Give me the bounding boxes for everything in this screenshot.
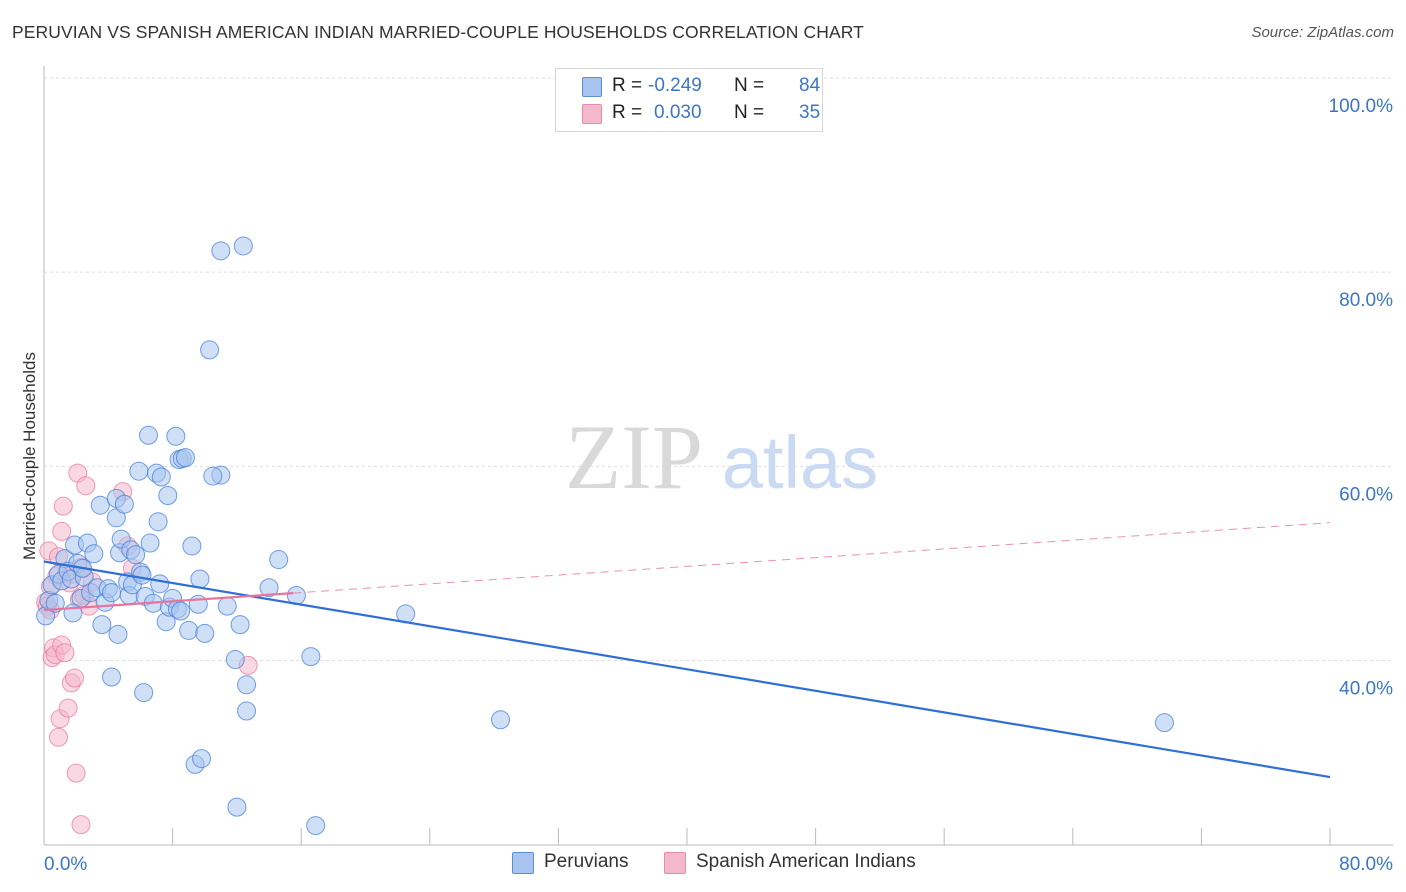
source-label: Source: ZipAtlas.com — [1251, 24, 1394, 41]
spanish-american-indians-point — [48, 727, 68, 747]
spanish-american-indians-point — [53, 496, 73, 516]
legend-swatch-peruvians — [582, 77, 602, 97]
peruvians-point — [237, 701, 257, 721]
peruvians-point — [301, 647, 321, 667]
y-tick-label: 80.0% — [1339, 290, 1393, 311]
peruvians-point — [108, 624, 128, 644]
peruvians-point — [259, 578, 279, 598]
peruvians-point — [227, 797, 247, 817]
peruvians-point — [148, 512, 168, 532]
trend-line-peruvians — [43, 560, 1331, 779]
trend-line-spanish-american-indians — [43, 592, 294, 612]
peruvians-point — [84, 544, 104, 564]
peruvians-point — [190, 569, 210, 589]
peruvians-point — [188, 594, 208, 614]
peruvians-point — [200, 340, 220, 360]
correlation-legend: R = -0.249 N = 84 R = 0.030 N = 35 — [555, 68, 823, 132]
peruvians-point — [140, 533, 160, 553]
spanish-american-indians-point — [58, 698, 78, 718]
spanish-american-indians-point — [52, 521, 72, 541]
watermark-atlas: atlas — [722, 421, 878, 504]
peruvians-point — [45, 593, 65, 613]
peruvians-point — [138, 425, 158, 445]
bottom-legend-swatch-spanish-american-indians — [664, 852, 686, 874]
y-tick-label: 100.0% — [1329, 96, 1394, 117]
peruvians-point — [269, 550, 289, 570]
bottom-legend-label: Peruvians — [544, 851, 629, 872]
legend-r-label: R = — [612, 102, 643, 123]
peruvians-point — [306, 816, 326, 836]
peruvians-point — [233, 236, 253, 256]
peruvians-point — [225, 650, 245, 670]
peruvians-point — [132, 565, 152, 585]
legend-n-label: N = — [734, 102, 765, 123]
peruvians-point — [203, 466, 223, 486]
gridlines — [44, 77, 1392, 662]
y-tick-label: 40.0% — [1339, 679, 1393, 700]
peruvians-point — [237, 675, 257, 695]
peruvians-point — [150, 574, 170, 594]
legend-r-value: -0.249 — [648, 75, 702, 96]
y-axis-title: Married-couple Households — [20, 352, 39, 560]
peruvians-point — [192, 749, 212, 769]
series-spanish-american-indians-points — [36, 463, 258, 835]
chart-title: PERUVIAN VS SPANISH AMERICAN INDIAN MARR… — [12, 22, 864, 42]
spanish-american-indians-point — [76, 476, 96, 496]
watermark-zip: ZIP — [565, 406, 703, 508]
watermark: ZIP atlas — [565, 406, 878, 508]
y-tick-label: 60.0% — [1339, 484, 1393, 505]
legend-n-value: 84 — [799, 75, 821, 96]
spanish-american-indians-point — [65, 668, 85, 688]
peruvians-point — [211, 241, 231, 261]
peruvians-point — [158, 485, 178, 505]
peruvians-point — [171, 601, 191, 621]
peruvians-point — [182, 536, 202, 556]
peruvians-point — [126, 545, 146, 565]
peruvians-point — [92, 615, 112, 635]
peruvians-point — [166, 426, 186, 446]
peruvians-point — [129, 461, 149, 481]
peruvians-point — [1154, 713, 1174, 733]
trend-line-spanish-american-indians-extension — [293, 522, 1331, 594]
spanish-american-indians-point — [55, 643, 75, 663]
spanish-american-indians-point — [66, 763, 86, 783]
peruvians-point — [175, 448, 195, 468]
legend-r-label: R = — [612, 75, 643, 96]
x-tick-label: 0.0% — [44, 854, 87, 875]
spanish-american-indians-point — [71, 815, 91, 835]
bottom-legend-label: Spanish American Indians — [696, 851, 916, 872]
peruvians-point — [179, 620, 199, 640]
trend-lines — [43, 522, 1331, 779]
peruvians-point — [230, 615, 250, 635]
peruvians-point — [90, 495, 110, 515]
x-tick-label: 80.0% — [1339, 854, 1393, 875]
bottom-legend-swatch-peruvians — [512, 852, 534, 874]
legend-n-value: 35 — [799, 102, 821, 123]
legend-r-value: 0.030 — [654, 102, 702, 123]
series-peruvians-points — [36, 236, 1174, 836]
peruvians-point — [134, 683, 154, 703]
peruvians-point — [102, 667, 122, 687]
peruvians-point — [217, 596, 237, 616]
peruvians-point — [102, 583, 122, 603]
peruvians-point — [151, 467, 171, 487]
peruvians-point — [195, 623, 215, 643]
legend-n-label: N = — [734, 75, 765, 96]
peruvians-point — [114, 494, 134, 514]
axis-labels: 40.0% 60.0% 80.0% 100.0% 0.0% 80.0% — [44, 96, 1393, 875]
peruvians-point — [491, 710, 511, 730]
axes — [43, 66, 1393, 846]
legend-swatch-spanish-american-indians — [582, 104, 602, 124]
